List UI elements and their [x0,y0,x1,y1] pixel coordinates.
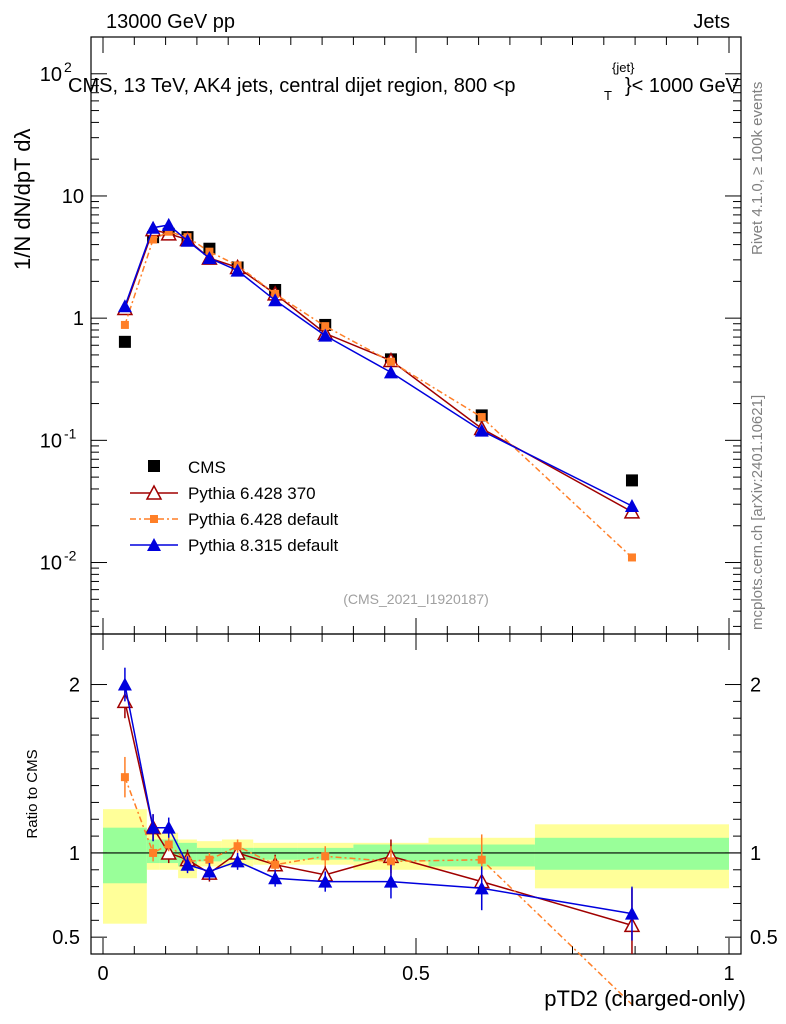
data-point-p6-default [627,553,636,562]
band-green-6 [253,847,298,860]
ratio-axis-ticks: 0 0.5 1 2 2 1 1 0.5 0.5 [52,634,778,985]
data-point-p6-default [164,227,173,236]
data-point-cms [118,335,131,348]
legend: CMS Pythia 6.428 370 Pythia 6.428 defaul… [130,458,339,555]
ratio-point-p6-default [271,860,280,869]
ratio-panel [90,633,742,955]
ratio-ytick-label-left: 2 [69,675,80,697]
rivet-label: Rivet 4.1.0, ≥ 100k events [749,82,766,255]
ratio-point-p8 [180,857,195,871]
ratio-point-p8 [383,874,398,888]
ratio-ytick-label-right: 1 [750,843,761,865]
ratio-point-p6-default [321,852,330,861]
ratio-point-p6-default [164,840,173,849]
analysis-id: (CMS_2021_I1920187) [343,591,489,607]
mcplots-label: mcplots.cern.ch [arXiv:2401.10621] [749,395,766,630]
header-jets: Jets [693,11,730,33]
ratio-ytick-label-right: 2 [750,675,761,697]
ratio-point-p8 [161,820,176,834]
chart-title-sup: {jet} [612,60,635,75]
data-point-p6-default [149,235,158,244]
chart-title-sub: T [604,88,612,103]
x-tick-label: 1 [723,963,734,985]
data-point-p6-default [386,357,395,366]
ratio-point-p6-370 [160,844,177,860]
data-point-p6-default [321,322,330,331]
chart-title-main: CMS, 13 TeV, AK4 jets, central dijet reg… [68,75,516,97]
legend-label-p8: Pythia 8.315 default [188,536,339,555]
data-point-p8 [230,263,245,277]
main-ytick-label: 1 [73,308,84,330]
ratio-ytick-label-left: 0.5 [52,927,80,949]
main-ytick-label: 10 [40,430,62,452]
ratio-point-p8 [474,881,489,895]
ratio-point-p6-default [233,842,242,851]
legend-label-p6-default: Pythia 6.428 default [188,510,339,529]
ratio-point-p8 [202,864,217,878]
legend-marker-p6-370 [145,484,163,500]
main-series-group [116,217,641,562]
main-ytick-label: 10 [40,64,62,86]
main-ytick-exponent: -1 [64,425,77,441]
ratio-point-p6-default [120,773,129,782]
ratio-point-p8 [146,820,161,834]
main-ytick-exponent: -2 [64,548,77,564]
x-tick-label: 0.5 [402,963,430,985]
main-ytick-label: 10 [62,186,84,208]
ratio-y-axis-label: Ratio to CMS [24,749,41,838]
data-point-p8 [474,423,489,437]
ratio-point-p6-default [149,848,158,857]
y-axis-label-text: 1/N dN/dpT dλ [10,129,35,270]
legend-marker-cms [148,460,160,472]
main-line-2 [124,230,633,559]
ratio-point-p8 [318,874,333,888]
ratio-point-p6-default [477,855,486,864]
chart-title-end: }< 1000 GeV [625,75,740,97]
main-y-axis-label: 1/N dN/dpT dλ [10,129,35,270]
main-ytick-exponent: 2 [64,59,72,75]
ratio-point-p8 [624,906,639,920]
main-ytick-label: 10 [40,553,62,575]
legend-marker-p6-default [150,515,158,523]
data-point-p8 [268,293,283,307]
data-point-p8 [146,220,161,234]
data-point-p8 [383,365,398,379]
ratio-point-p8 [268,871,283,885]
x-tick-label: 0 [97,963,108,985]
ratio-line-1 [124,776,633,1006]
ratio-point-p6-default [205,855,214,864]
x-axis-label: pTD2 (charged-only) [544,986,746,1011]
legend-label-cms: CMS [188,458,226,477]
ratio-ytick-label-left: 1 [69,843,80,865]
header-energy: 13000 GeV pp [106,11,235,33]
legend-marker-p8 [147,538,161,551]
data-point-p6-default [120,320,129,329]
ratio-ytick-label-right: 0.5 [750,927,778,949]
data-point-p8 [202,251,217,265]
data-point-p8 [624,499,639,513]
ratio-series-group [116,667,641,1006]
ratio-point-p8 [230,854,245,868]
ratio-point-p8 [117,677,132,691]
ratio-point-p6-default [386,857,395,866]
data-point-p8 [161,217,176,231]
band-green-0 [103,827,147,884]
legend-label-p6-370: Pythia 6.428 370 [188,484,316,503]
data-point-cms [625,474,638,487]
ratio-line-0 [124,701,633,927]
data-point-p8 [318,328,333,342]
data-point-p6-default [477,413,486,422]
data-point-p8 [117,299,132,313]
data-point-p8 [180,233,195,247]
band-green-10 [534,837,729,870]
chart-title: CMS, 13 TeV, AK4 jets, central dijet reg… [68,75,516,97]
